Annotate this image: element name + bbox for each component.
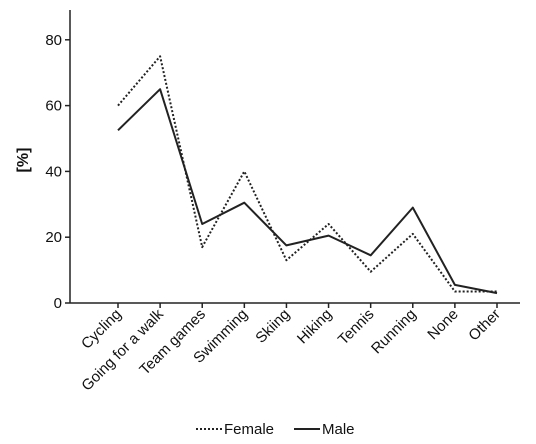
x-tick-label: Other	[465, 306, 504, 345]
y-tick-label: 60	[45, 98, 62, 115]
series-lines	[117, 55, 498, 295]
legend: Female Male	[196, 421, 355, 438]
y-tick-label: 0	[54, 295, 62, 312]
x-tick-label: Running	[368, 306, 420, 358]
x-tick-label: Hiking	[294, 306, 335, 347]
axes	[69, 10, 520, 304]
y-tick-label: 20	[45, 229, 62, 246]
y-axis-ticks: 0 20 40 60 80	[45, 32, 70, 312]
y-tick-label: 80	[45, 32, 62, 49]
y-tick-label: 40	[45, 163, 62, 180]
series-line-male	[117, 88, 498, 295]
legend-label-male: Male	[322, 421, 355, 438]
y-axis-label: [%]	[15, 148, 32, 173]
series-line-female	[117, 55, 497, 293]
x-tick-label: Skiing	[252, 306, 293, 347]
legend-label-female: Female	[224, 421, 274, 438]
x-tick-label: None	[424, 306, 461, 343]
